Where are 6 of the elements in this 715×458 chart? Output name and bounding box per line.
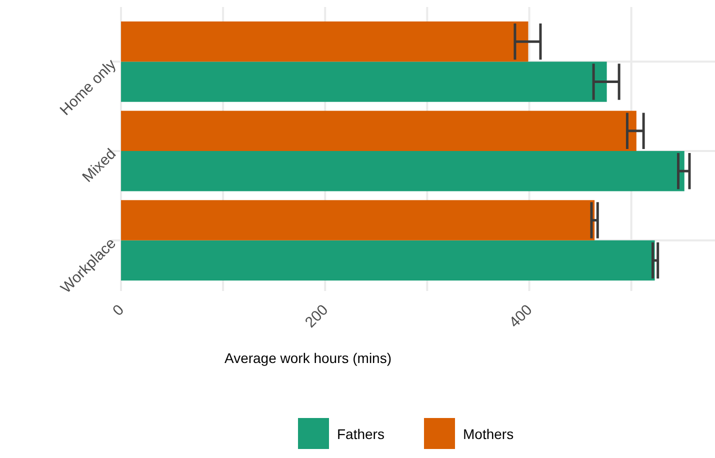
x-tick-label: 0 bbox=[110, 302, 128, 320]
x-axis-title: Average work hours (mins) bbox=[224, 350, 392, 366]
legend-label: Fathers bbox=[337, 426, 384, 442]
x-tick-label: 400 bbox=[506, 302, 536, 332]
x-tick-label: 200 bbox=[302, 302, 332, 332]
legend-label: Mothers bbox=[463, 426, 514, 442]
